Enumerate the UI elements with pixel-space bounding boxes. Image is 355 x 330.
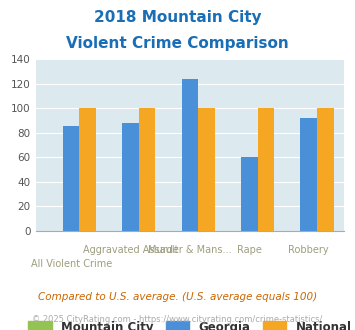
Text: All Violent Crime: All Violent Crime <box>31 259 112 269</box>
Bar <box>258 109 274 231</box>
Bar <box>63 126 80 231</box>
Legend: Mountain City, Georgia, National: Mountain City, Georgia, National <box>23 316 355 330</box>
Text: Murder & Mans...: Murder & Mans... <box>148 245 232 255</box>
Bar <box>122 123 139 231</box>
Text: Aggravated Assault: Aggravated Assault <box>83 245 178 255</box>
Text: Robbery: Robbery <box>288 245 329 255</box>
Text: 2018 Mountain City: 2018 Mountain City <box>94 10 261 25</box>
Bar <box>80 109 96 231</box>
Text: Violent Crime Comparison: Violent Crime Comparison <box>66 36 289 51</box>
Bar <box>317 109 334 231</box>
Bar <box>300 118 317 231</box>
Bar <box>182 79 198 231</box>
Bar <box>241 157 258 231</box>
Text: Compared to U.S. average. (U.S. average equals 100): Compared to U.S. average. (U.S. average … <box>38 292 317 302</box>
Bar <box>198 109 215 231</box>
Text: Rape: Rape <box>237 245 262 255</box>
Text: © 2025 CityRating.com - https://www.cityrating.com/crime-statistics/: © 2025 CityRating.com - https://www.city… <box>32 315 323 324</box>
Bar <box>139 109 155 231</box>
